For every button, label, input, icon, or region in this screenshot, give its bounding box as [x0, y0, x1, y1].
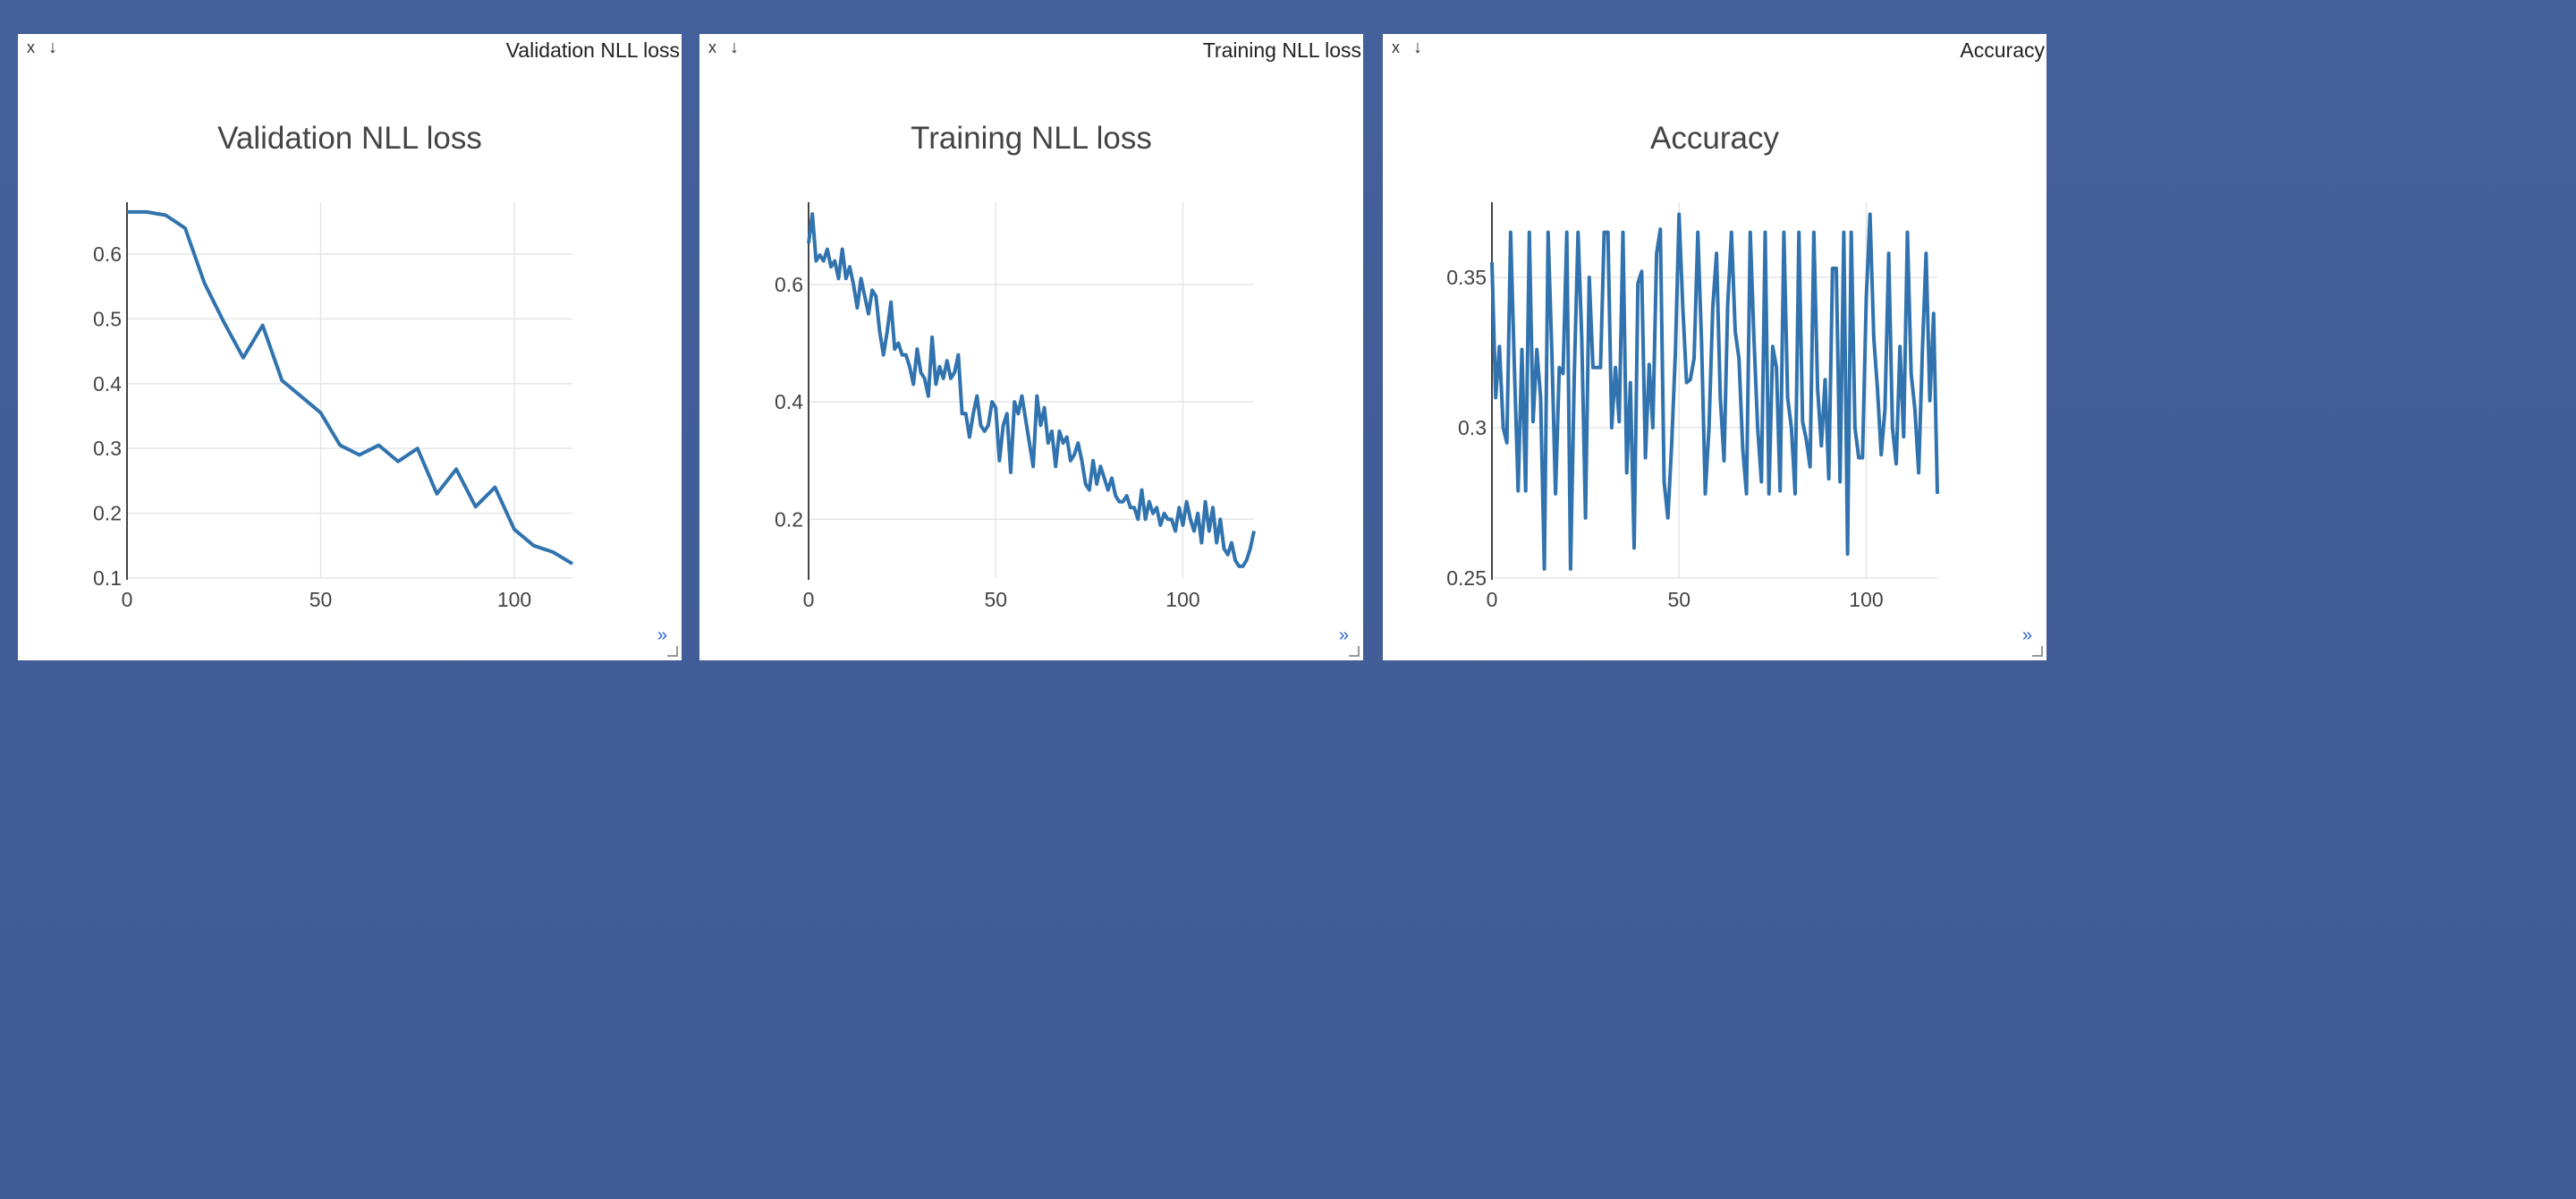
series-line — [1490, 212, 1939, 571]
series-line — [807, 212, 1256, 568]
pane-header-title: Accuracy — [1960, 38, 2045, 62]
x-tick-label: 50 — [309, 588, 333, 611]
x-tick-label: 50 — [984, 588, 1007, 611]
close-button[interactable]: x — [27, 38, 35, 56]
y-tick-label: 0.5 — [93, 307, 122, 330]
validation-loss-chart[interactable]: Validation NLL loss 0.1 0.2 0.3 0.4 0.5 0.6 0 50… — [18, 61, 682, 625]
y-tick-label: 0.6 — [775, 273, 803, 296]
pane-accuracy: x ↓ Accuracy Accuracy 0.25 0.3 0.35 0 50 100 » — [1383, 34, 2046, 660]
x-tick-label: 50 — [1667, 588, 1690, 611]
y-tick-label: 0.4 — [93, 372, 122, 395]
y-tick-label: 0.2 — [93, 502, 122, 525]
close-button[interactable]: x — [708, 38, 716, 56]
y-tick-label: 0.35 — [1446, 266, 1487, 289]
chart-title: Validation NLL loss — [217, 121, 482, 156]
pane-header: x ↓ Accuracy — [1383, 34, 2046, 62]
x-tick-label: 100 — [497, 588, 531, 611]
y-tick-label: 0.4 — [775, 390, 803, 413]
pane-header: x ↓ Validation NLL loss — [18, 34, 682, 62]
y-tick-label: 0.25 — [1446, 566, 1487, 590]
series-line — [127, 209, 574, 565]
y-tick-label: 0.6 — [93, 242, 122, 266]
resize-handle[interactable] — [1349, 646, 1360, 657]
chart-title: Accuracy — [1650, 121, 1779, 156]
resize-handle[interactable] — [2032, 646, 2043, 657]
download-icon[interactable]: ↓ — [730, 38, 739, 57]
download-icon[interactable]: ↓ — [48, 38, 57, 57]
pane-training-loss: x ↓ Training NLL loss Training NLL loss 0… — [699, 34, 1363, 660]
y-tick-label: 0.3 — [93, 437, 122, 460]
x-tick-label: 0 — [1487, 588, 1498, 611]
y-tick-label: 0.3 — [1458, 416, 1487, 439]
pane-header-title: Validation NLL loss — [505, 38, 680, 62]
x-tick-label: 100 — [1849, 588, 1883, 611]
resize-handle[interactable] — [667, 646, 678, 657]
pane-header: x ↓ Training NLL loss — [699, 34, 1363, 62]
more-options-button[interactable]: » — [2021, 625, 2032, 645]
y-tick-label: 0.1 — [93, 566, 122, 590]
y-tick-label: 0.2 — [775, 507, 803, 531]
accuracy-chart[interactable]: Accuracy 0.25 0.3 0.35 0 50 100 — [1383, 61, 2046, 625]
x-tick-label: 0 — [122, 588, 133, 611]
x-tick-label: 0 — [803, 588, 815, 611]
training-loss-chart[interactable]: Training NLL loss 0.2 0.4 0.6 0 50 100 — [699, 61, 1363, 625]
download-icon[interactable]: ↓ — [1413, 38, 1422, 57]
x-tick-label: 100 — [1165, 588, 1199, 611]
pane-header-title: Training NLL loss — [1202, 38, 1361, 62]
pane-validation-loss: x ↓ Validation NLL loss Validation NLL l… — [18, 34, 682, 660]
more-options-button[interactable]: » — [657, 625, 667, 645]
more-options-button[interactable]: » — [1338, 625, 1349, 645]
close-button[interactable]: x — [1392, 38, 1400, 56]
chart-title: Training NLL loss — [911, 121, 1152, 156]
